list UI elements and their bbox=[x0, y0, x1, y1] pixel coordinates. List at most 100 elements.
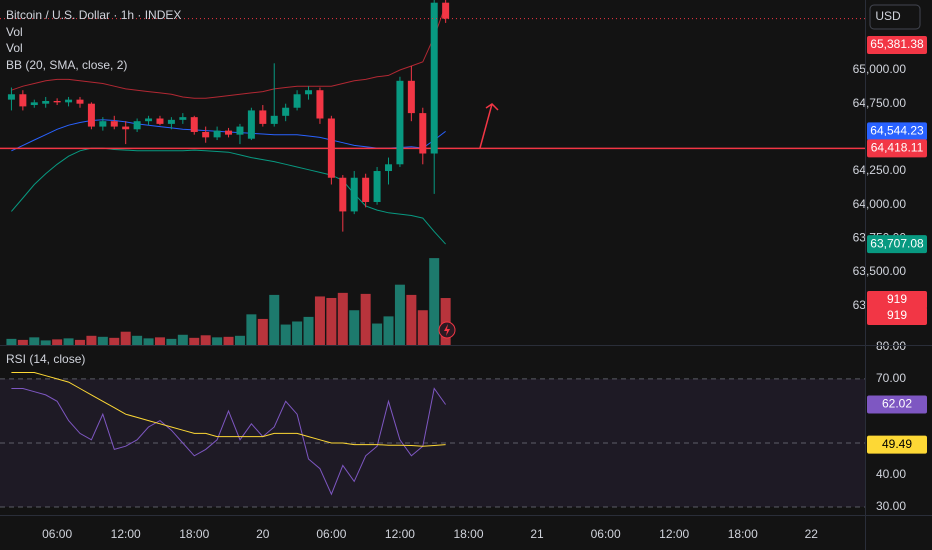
volume-bar bbox=[292, 321, 303, 345]
candle-body bbox=[385, 164, 393, 172]
volume-bar bbox=[394, 284, 405, 345]
volume-bar bbox=[74, 339, 85, 345]
volume-bar bbox=[326, 297, 337, 345]
candle-body bbox=[110, 121, 118, 127]
candle-body bbox=[339, 177, 347, 212]
rsi-badge-text: 49.49 bbox=[882, 437, 912, 451]
volume-bar bbox=[120, 331, 131, 345]
y-tick-label: 70.00 bbox=[876, 371, 906, 385]
candle-body bbox=[419, 113, 427, 154]
x-tick-label: 06:00 bbox=[591, 527, 621, 541]
volume-bar bbox=[132, 335, 143, 345]
y-tick-label: 64,000.00 bbox=[853, 197, 907, 211]
candle-body bbox=[407, 80, 415, 114]
volume-bar bbox=[212, 337, 223, 345]
price-line-badge-text: 64,418.11 bbox=[871, 141, 924, 155]
volume-bar bbox=[440, 298, 451, 345]
volume-bar bbox=[269, 294, 280, 345]
legend-bb[interactable]: BB (20, SMA, close, 2) bbox=[6, 58, 127, 72]
volume-bar bbox=[383, 316, 394, 345]
event-bolt bbox=[444, 324, 450, 336]
candle-body bbox=[99, 121, 107, 127]
volume-bar bbox=[86, 335, 97, 345]
x-tick-label: 18:00 bbox=[728, 527, 758, 541]
volume-bar bbox=[349, 310, 360, 345]
currency-button[interactable] bbox=[869, 4, 921, 30]
candle-body bbox=[19, 94, 27, 107]
currency-label[interactable]: USD bbox=[875, 9, 901, 23]
rsi-badge bbox=[867, 435, 927, 454]
y-tick-label: 63,500.00 bbox=[853, 264, 907, 278]
y-tick-label: 80.00 bbox=[876, 339, 906, 353]
volume-badge-text: 919 bbox=[887, 308, 907, 322]
last-price-badge bbox=[867, 36, 927, 54]
bb-lower-badge bbox=[867, 235, 927, 254]
candle-body bbox=[145, 118, 153, 122]
rsi-badge-text: 62.02 bbox=[882, 397, 912, 411]
last-price-badge-text: 65,381.38 bbox=[870, 37, 924, 51]
volume-bar bbox=[109, 337, 120, 345]
candle-body bbox=[247, 110, 255, 139]
y-tick-label: 65,000.00 bbox=[853, 62, 907, 76]
candle-body bbox=[236, 126, 244, 135]
volume-bar bbox=[17, 339, 28, 345]
candle-body bbox=[293, 94, 301, 108]
y-tick-label: 64,750.00 bbox=[853, 96, 907, 110]
x-tick-label: 12:00 bbox=[659, 527, 689, 541]
x-tick-label: 06:00 bbox=[316, 527, 346, 541]
volume-bar bbox=[223, 336, 234, 345]
candle-body bbox=[316, 90, 324, 119]
volume-bar bbox=[360, 293, 371, 345]
candle-body bbox=[179, 117, 187, 120]
y-tick-label: 30.00 bbox=[876, 499, 906, 513]
volume-bar bbox=[166, 338, 177, 345]
volume-bar bbox=[314, 296, 325, 345]
candle-body bbox=[225, 130, 233, 135]
bb-basis-badge-text: 64,544.23 bbox=[870, 124, 924, 138]
price-pane bbox=[0, 0, 865, 345]
candle-body bbox=[202, 131, 210, 138]
candle-body bbox=[373, 171, 381, 202]
volume-bar bbox=[234, 335, 245, 345]
candle-body bbox=[156, 118, 164, 124]
symbol-title[interactable]: Bitcoin / U.S. Dollar · 1h · INDEX bbox=[6, 8, 181, 22]
candle-body bbox=[133, 121, 141, 130]
candle-body bbox=[270, 115, 278, 124]
x-tick-label: 20 bbox=[256, 527, 270, 541]
volume-bar bbox=[154, 337, 165, 345]
volume-bar bbox=[29, 337, 40, 345]
axes: 65,000.00 64,750.00 64,250.00 64,000.00 63,7… bbox=[42, 36, 927, 541]
y-tick-label: 64,250.00 bbox=[853, 163, 907, 177]
rsi-badge bbox=[867, 395, 927, 414]
bb-lower bbox=[11, 147, 446, 245]
candle-body bbox=[213, 130, 221, 138]
volume-bar bbox=[63, 338, 74, 345]
candle-body bbox=[350, 177, 358, 212]
volume-bar bbox=[417, 310, 428, 345]
candle-body bbox=[122, 126, 130, 130]
volume-bar bbox=[406, 294, 417, 345]
rsi-line bbox=[11, 387, 447, 496]
candle-body bbox=[53, 100, 61, 103]
candle-body bbox=[362, 177, 370, 202]
volume-bar bbox=[257, 318, 268, 345]
bb-basis-badge bbox=[867, 122, 927, 141]
volume-badge bbox=[867, 291, 927, 310]
rsi-line bbox=[11, 372, 446, 447]
volume-bar bbox=[40, 340, 51, 345]
drawing-arrow[interactable] bbox=[479, 103, 499, 149]
candle-body bbox=[190, 117, 198, 132]
candle-body bbox=[396, 80, 404, 165]
legend-vol[interactable]: Vol bbox=[6, 41, 23, 55]
legend-rsi[interactable]: RSI (14, close) bbox=[6, 352, 85, 366]
legend-vol[interactable]: Vol bbox=[6, 25, 23, 39]
volume-bar bbox=[280, 324, 291, 345]
x-tick-label: 22 bbox=[805, 527, 819, 541]
x-tick-label: 18:00 bbox=[179, 527, 209, 541]
y-tick-label: 40.00 bbox=[876, 467, 906, 481]
candle-body bbox=[259, 110, 267, 124]
x-tick-label: 18:00 bbox=[453, 527, 483, 541]
candle-body bbox=[327, 118, 335, 178]
volume-bar bbox=[97, 336, 108, 345]
